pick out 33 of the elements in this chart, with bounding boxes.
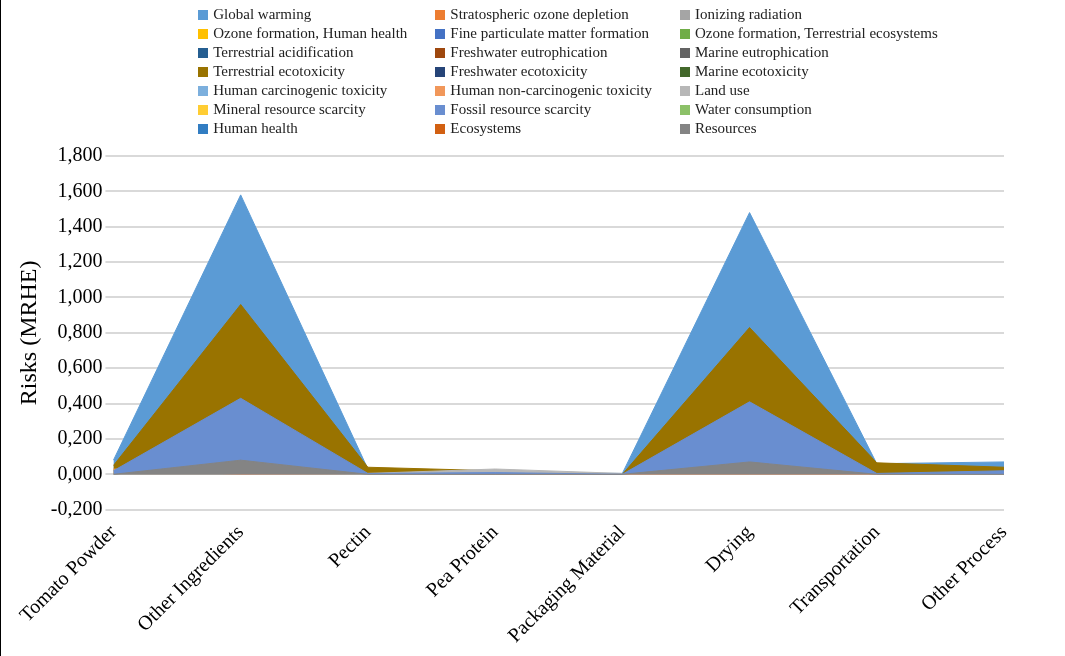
y-tick-label: 0,400 <box>57 390 103 413</box>
y-tick-label: 0,600 <box>57 355 103 378</box>
y-tick-label: 1,000 <box>57 284 103 307</box>
y-tick-label: 1,600 <box>57 178 103 201</box>
y-tick-label: 0,000 <box>57 461 103 484</box>
legend-label: Marine ecotoxicity <box>694 63 809 80</box>
legend-label: Fossil resource scarcity <box>450 101 592 118</box>
y-tick-label: -0,200 <box>50 496 103 519</box>
legend-label: Stratospheric ozone depletion <box>450 6 629 23</box>
legend-label: Water consumption <box>694 101 812 118</box>
legend-label: Global warming <box>213 6 312 23</box>
y-tick-label: 0,200 <box>57 426 103 449</box>
legend-label: Human non-carcinogenic toxicity <box>450 82 652 99</box>
legend-label: Land use <box>694 82 750 99</box>
legend-label: Human carcinogenic toxicity <box>213 82 388 99</box>
legend-label: Terrestrial ecotoxicity <box>213 63 346 80</box>
legend-label: Fine particulate matter formation <box>450 25 650 42</box>
y-tick-label: 1,800 <box>57 143 103 166</box>
legend-label: Ionizing radiation <box>694 6 803 23</box>
legend-label: Ozone formation, Human health <box>213 25 408 42</box>
legend-label: Ozone formation, Terrestrial ecosystems <box>694 25 938 42</box>
legend-label: Marine eutrophication <box>694 44 829 61</box>
legend-label: Ecosystems <box>450 120 522 137</box>
legend-label: Freshwater ecotoxicity <box>450 63 588 80</box>
legend-label: Mineral resource scarcity <box>213 101 366 118</box>
legend-label: Terrestrial acidification <box>213 44 354 61</box>
legend-label: Human health <box>213 120 298 137</box>
y-tick-label: 1,200 <box>57 249 103 272</box>
y-tick-label: 0,800 <box>57 320 103 343</box>
legend-label: Resources <box>694 120 757 137</box>
y-axis-title: Risks (MRHE) <box>14 260 41 406</box>
y-tick-label: 1,400 <box>57 213 103 236</box>
legend-label: Freshwater eutrophication <box>450 44 608 61</box>
